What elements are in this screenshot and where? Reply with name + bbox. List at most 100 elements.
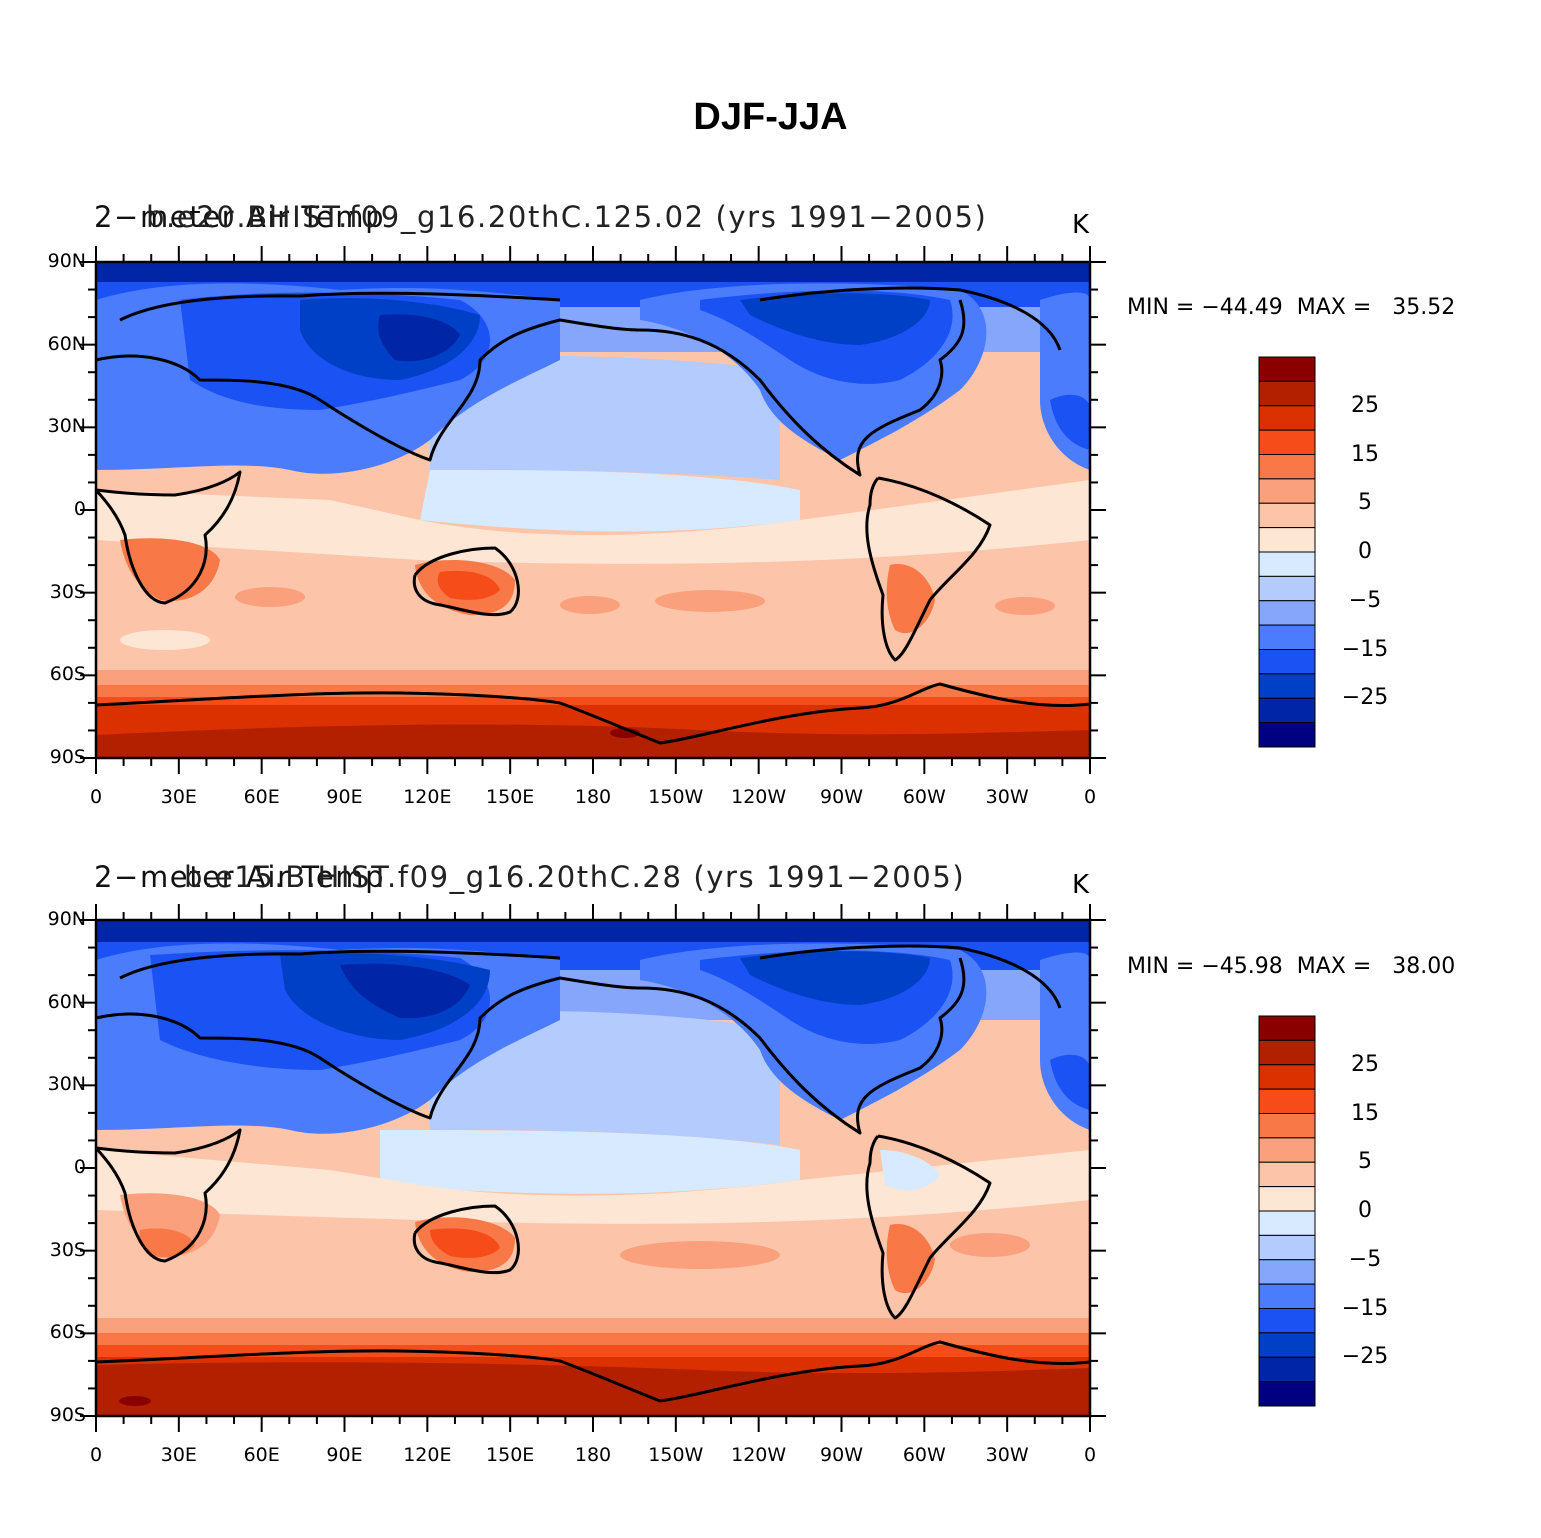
colorbar-swatch [1258, 673, 1316, 699]
colorbar-swatch [1258, 1039, 1316, 1066]
figure-title: DJF-JJA [693, 96, 848, 138]
lon-tick-label: 30E [160, 1444, 197, 1466]
colorbar-swatch [1258, 1113, 1316, 1139]
lat-tick-label: 90N [47, 908, 86, 930]
lon-tick-label: 90W [820, 786, 863, 808]
lon-tick-label: 120W [731, 786, 787, 808]
lon-tick-label: 120W [731, 1444, 787, 1466]
colorbar-swatch [1258, 1332, 1316, 1358]
colorbar-label: −15 [1341, 1295, 1389, 1321]
lon-tick-label: 150E [486, 786, 535, 808]
panel-1-minmax: MIN = −44.49 MAX = 35.52 [1127, 295, 1456, 320]
lon-tick-label: 0 [1083, 786, 1097, 808]
colorbar-swatch [1258, 1161, 1316, 1188]
colorbar-swatch [1258, 551, 1316, 577]
lon-tick-label: 60W [902, 786, 946, 808]
colorbar-swatch [1258, 1234, 1316, 1261]
panel-1-variable-title: 2−meter Air Temp [94, 200, 386, 234]
lat-tick-label: 90N [47, 250, 86, 272]
lon-tick-label: 60W [902, 1444, 946, 1466]
colorbar-swatch [1258, 1137, 1316, 1163]
colorbar-swatch [1258, 1015, 1316, 1041]
lon-tick-label: 90E [326, 1444, 363, 1466]
colorbar-swatch [1258, 356, 1316, 382]
colorbar-label: 25 [1351, 392, 1379, 418]
lat-tick-label: 90S [49, 746, 86, 768]
lon-tick-label: 90W [820, 1444, 863, 1466]
lat-tick-label: 30N [47, 1073, 86, 1096]
colorbar-swatch [1258, 624, 1316, 650]
colorbar-swatch [1258, 1283, 1316, 1309]
lat-tick-label: 0 [73, 498, 86, 520]
colorbar-label: −25 [1341, 1344, 1389, 1370]
panel-1-unit: K [1072, 210, 1090, 240]
lat-tick-label: 60S [49, 1321, 86, 1344]
colorbar-label: 5 [1358, 490, 1372, 516]
colorbar-swatch [1258, 649, 1316, 675]
colorbar-label: −5 [1348, 587, 1382, 613]
lon-tick-label: 0 [89, 786, 103, 808]
lat-tick-label: 60N [47, 332, 86, 355]
lon-tick-label: 120E [403, 786, 452, 808]
panel-2-unit: K [1072, 870, 1090, 900]
panel-1-case-title: b.e20.BHIST.f09_g16.20thC.125.02 (yrs 19… [146, 200, 988, 234]
colorbar-swatch [1258, 1064, 1316, 1090]
lat-tick-label: 0 [73, 1156, 86, 1178]
lat-tick-label: 60N [47, 990, 86, 1013]
colorbar-swatch [1258, 1210, 1316, 1236]
colorbar-swatch [1258, 1356, 1316, 1383]
panel-2-map [96, 920, 1090, 1416]
colorbar-label: 5 [1358, 1149, 1372, 1175]
colorbar-label: −15 [1341, 636, 1389, 662]
lon-tick-label: 150E [486, 1444, 535, 1466]
panel-1-map [96, 262, 1090, 758]
lat-tick-label: 60S [49, 663, 86, 686]
colorbar-swatch [1258, 429, 1316, 455]
lon-tick-label: 30W [985, 786, 1029, 808]
lon-tick-label: 60E [243, 1444, 280, 1466]
colorbar-label: 15 [1351, 441, 1379, 467]
lon-tick-label: 90E [326, 786, 363, 808]
lat-tick-label: 30S [49, 1238, 86, 1261]
colorbar-swatch [1258, 405, 1316, 431]
colorbar-swatch [1258, 1259, 1316, 1285]
colorbar-swatch [1258, 1381, 1316, 1407]
colorbar-swatch [1258, 380, 1316, 407]
lon-tick-label: 180 [574, 1444, 612, 1466]
panel-1-colorbar [1258, 356, 1316, 748]
lon-tick-label: 150W [648, 786, 704, 808]
colorbar-swatch [1258, 454, 1316, 480]
lon-tick-label: 60E [243, 786, 280, 808]
colorbar-swatch [1258, 502, 1316, 529]
colorbar-swatch [1258, 697, 1316, 724]
colorbar-swatch [1258, 1088, 1316, 1114]
lon-tick-label: 0 [1083, 1444, 1097, 1466]
colorbar-swatch [1258, 600, 1316, 626]
colorbar-label: −5 [1348, 1246, 1382, 1272]
panel-2-colorbar [1258, 1015, 1316, 1407]
panel-2-variable-title: 2−meter Air Temp [94, 860, 386, 894]
axis-ticks [80, 246, 1106, 1432]
panel-2-case-title: b.e15.B.HIST.f09_g16.20thC.28 (yrs 1991−… [184, 860, 966, 894]
colorbar-label: 15 [1351, 1100, 1379, 1126]
lon-tick-label: 120E [403, 1444, 452, 1466]
lon-tick-label: 30E [160, 786, 197, 808]
colorbar-swatch [1258, 1308, 1316, 1334]
lat-tick-label: 30S [49, 580, 86, 603]
colorbar-swatch [1258, 527, 1316, 553]
colorbar-swatch [1258, 575, 1316, 602]
lat-tick-label: 90S [49, 1404, 86, 1426]
panel-2-minmax: MIN = −45.98 MAX = 38.00 [1127, 954, 1456, 979]
colorbar-label: 0 [1358, 1198, 1372, 1223]
colorbar-label: 0 [1358, 539, 1372, 564]
lon-tick-label: 0 [89, 1444, 103, 1466]
colorbar-label: 25 [1351, 1051, 1379, 1077]
lon-tick-label: 180 [574, 786, 612, 808]
colorbar-swatch [1258, 478, 1316, 504]
colorbar-swatch [1258, 722, 1316, 748]
lon-tick-label: 30W [985, 1444, 1029, 1466]
colorbar-label: −25 [1341, 685, 1389, 711]
colorbar-swatch [1258, 1186, 1316, 1212]
lon-tick-label: 150W [648, 1444, 704, 1466]
